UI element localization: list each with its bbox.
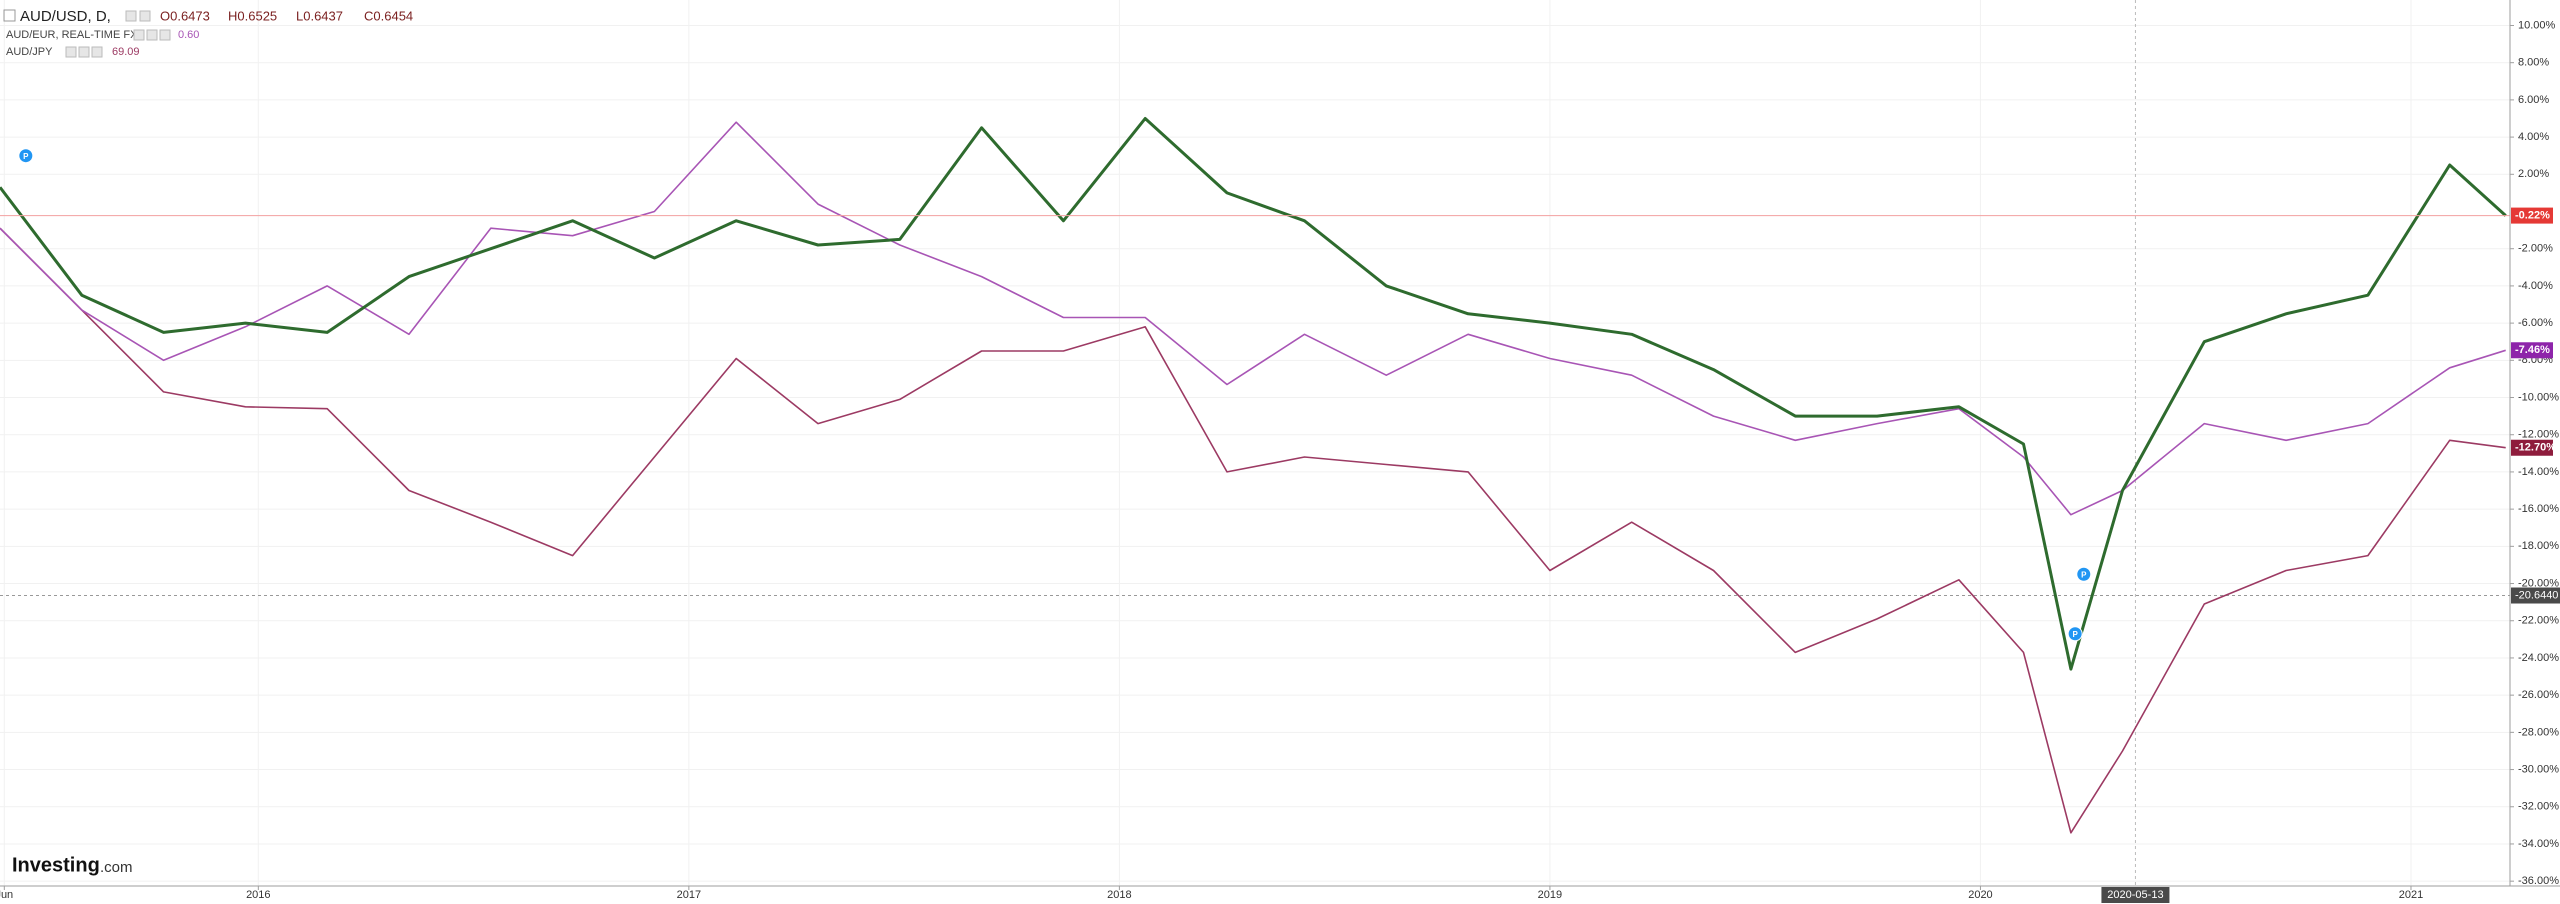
ohlc-value: L0.6437 xyxy=(296,8,343,23)
y-tick-label: -20.00% xyxy=(2518,577,2559,589)
ohlc-value: O0.6473 xyxy=(160,8,210,23)
event-marker-label: P xyxy=(2072,630,2078,639)
icon xyxy=(146,29,158,41)
x-tick-label: Jun xyxy=(0,889,13,901)
value-label: -12.70% xyxy=(2515,442,2556,454)
crosshair-x-label: 2020-05-13 xyxy=(2107,889,2163,901)
value-label: -7.46% xyxy=(2515,344,2550,356)
event-marker xyxy=(18,148,34,164)
value-label: -0.22% xyxy=(2515,210,2550,222)
y-tick-label: 4.00% xyxy=(2518,131,2549,143)
y-tick-label: -28.00% xyxy=(2518,726,2559,738)
value-label-box xyxy=(2511,439,2553,456)
legend-icon xyxy=(3,9,16,22)
y-tick-label: -12.00% xyxy=(2518,429,2559,441)
plot-area: P P P xyxy=(0,0,2510,886)
x-tick-label: 2018 xyxy=(1107,889,1131,901)
x-tick-label: 2019 xyxy=(1538,889,1562,901)
icon xyxy=(125,10,137,22)
crosshair-y-label: -20.6440 xyxy=(2515,589,2558,601)
y-tick-label: -18.00% xyxy=(2518,540,2559,552)
y-tick-label: 6.00% xyxy=(2518,94,2549,106)
y-tick-label: -34.00% xyxy=(2518,838,2559,850)
legend: AUD/USD, D, O0.6473 H0.6525 L0.6437 C0.6454… xyxy=(3,8,413,58)
crosshair-y-box xyxy=(2511,587,2560,604)
icon xyxy=(159,29,171,41)
last-price: 0.60 xyxy=(178,29,199,41)
y-tick-label: -30.00% xyxy=(2518,763,2559,775)
event-marker-label: P xyxy=(2081,570,2087,579)
y-tick-label: 8.00% xyxy=(2518,57,2549,69)
icon xyxy=(91,46,103,58)
series-line xyxy=(0,227,2506,834)
y-tick-label: -26.00% xyxy=(2518,689,2559,701)
icon xyxy=(133,29,145,41)
value-label-box xyxy=(2511,207,2553,224)
logo-text: Investing xyxy=(12,854,100,876)
x-tick-label: 2017 xyxy=(677,889,701,901)
y-tick-label: -2.00% xyxy=(2518,243,2553,255)
icon xyxy=(139,10,151,22)
series-line xyxy=(0,117,2507,671)
grid xyxy=(0,0,2510,886)
y-tick-label: -16.00% xyxy=(2518,503,2559,515)
crosshair-x-box xyxy=(2101,887,2170,903)
y-tick-label: -24.00% xyxy=(2518,652,2559,664)
y-tick-label: -4.00% xyxy=(2518,280,2553,292)
symbol: AUD/USD, D, xyxy=(20,8,111,25)
y-tick-label: -6.00% xyxy=(2518,317,2553,329)
x-tick-label: 2020 xyxy=(1968,889,1992,901)
y-tick-label: -36.00% xyxy=(2518,875,2559,887)
y-tick-label: -22.00% xyxy=(2518,615,2559,627)
series-line xyxy=(0,121,2506,516)
y-tick-label: 10.00% xyxy=(2518,19,2556,31)
legend-entry: AUD/EUR, REAL-TIME FX xyxy=(6,29,138,41)
legend-entry: AUD/JPY xyxy=(6,46,53,58)
logo-suffix: .com xyxy=(100,859,133,876)
ohlc-value: H0.6525 xyxy=(228,8,277,23)
event-marker xyxy=(2076,566,2092,582)
logo: Investing .com xyxy=(12,854,133,876)
event-marker xyxy=(2067,626,2083,642)
x-tick-label: 2016 xyxy=(246,889,270,901)
last-price: 69.09 xyxy=(112,46,140,58)
ohlc: O0.6473 H0.6525 L0.6437 C0.6454 xyxy=(160,8,413,23)
event-marker-label: P xyxy=(23,152,29,161)
icon xyxy=(65,46,77,58)
value-label-box xyxy=(2511,342,2553,359)
x-tick-label: 2021 xyxy=(2399,889,2423,901)
y-tick-label: -14.00% xyxy=(2518,466,2559,478)
y-tick-label: 2.00% xyxy=(2518,168,2549,180)
ohlc-value: C0.6454 xyxy=(364,8,413,23)
icon xyxy=(78,46,90,58)
y-tick-label: -32.00% xyxy=(2518,801,2559,813)
y-tick-label: -10.00% xyxy=(2518,391,2559,403)
